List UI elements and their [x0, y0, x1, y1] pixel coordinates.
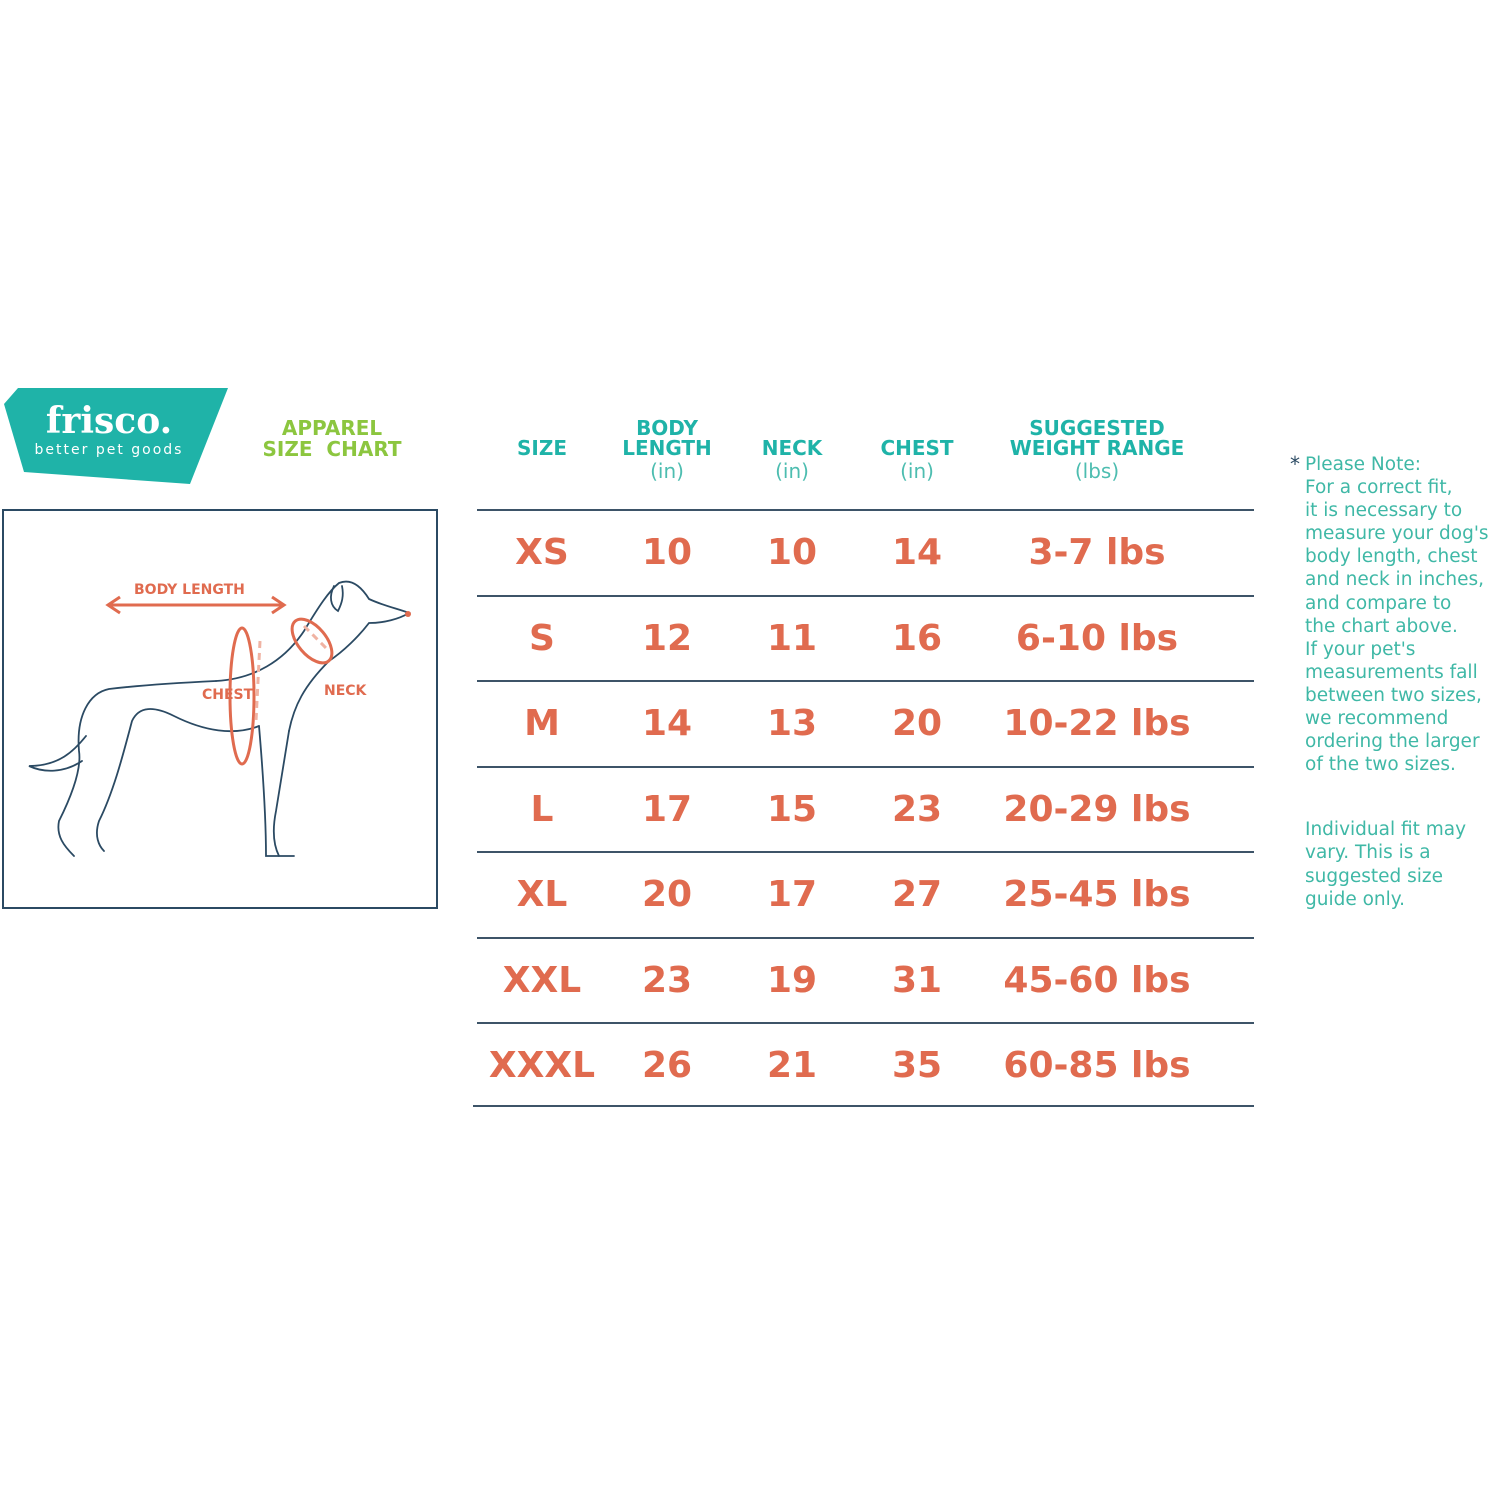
- table-cell: 60-85 lbs: [1003, 1045, 1191, 1086]
- table-row: S 12 11 16 6-10 lbs: [477, 594, 1254, 681]
- title-line-2: SIZE CHART: [262, 437, 402, 461]
- dog-measurement-diagram: BODY LENGTH CHEST NECK: [2, 509, 438, 909]
- note-paragraph-2: Individual fit may vary. This is a sugge…: [1305, 819, 1467, 910]
- table-cell: 17: [641, 788, 693, 830]
- table-cell: 12: [641, 617, 693, 659]
- table-cell: XS: [515, 532, 569, 573]
- table-cell: 15: [766, 788, 818, 830]
- table-cell: 26: [641, 1045, 693, 1086]
- table-cell: XXL: [502, 959, 582, 1001]
- table-cell: 20-29 lbs: [1003, 788, 1191, 830]
- column-header-unit: [482, 458, 602, 484]
- column-header-title: CHEST: [880, 436, 954, 460]
- table-cell: 16: [891, 617, 943, 659]
- column-header: NECK (in): [737, 415, 847, 510]
- table-cell: XL: [516, 874, 568, 915]
- note-paragraph-1: Please Note: For a correct fit, it is ne…: [1305, 454, 1489, 776]
- table-row: L 17 15 23 20-29 lbs: [477, 765, 1254, 852]
- table-cell: 20: [891, 703, 943, 744]
- table-cell: 10: [641, 532, 693, 573]
- column-header: SUGGESTED WEIGHT RANGE (lbs): [982, 415, 1212, 510]
- column-header-title: SUGGESTED WEIGHT RANGE: [1009, 416, 1185, 460]
- table-cell: 23: [641, 959, 693, 1001]
- sizing-note: * Please Note: For a correct fit, it is …: [1290, 452, 1500, 911]
- column-header-title: BODY LENGTH: [622, 416, 712, 460]
- table-cell: 11: [766, 617, 818, 659]
- table-cell: 45-60 lbs: [1003, 959, 1191, 1001]
- title-line-1: APPAREL: [281, 416, 383, 440]
- dog-illustration: [28, 580, 412, 857]
- table-row: XL 20 17 27 25-45 lbs: [477, 851, 1254, 937]
- logo-badge-shape: [4, 388, 228, 484]
- table-cell: XXXL: [488, 1045, 596, 1086]
- column-header: CHEST (in): [857, 415, 977, 510]
- logo-wordmark: frisco.: [45, 400, 173, 442]
- column-header-unit: (in): [900, 459, 934, 483]
- table-cell: 10-22 lbs: [1003, 703, 1191, 744]
- table-cell: 14: [891, 532, 943, 573]
- neck-label: NECK: [324, 683, 367, 699]
- table-row: XXXL 26 21 35 60-85 lbs: [477, 1022, 1254, 1108]
- table-cell: 31: [891, 959, 943, 1001]
- table-row: XS 10 10 14 3-7 lbs: [477, 509, 1254, 595]
- table-cell: 25-45 lbs: [1003, 874, 1191, 915]
- table-cell: S: [529, 617, 555, 659]
- table-cell: 10: [766, 532, 818, 573]
- frisco-logo: frisco. better pet goods: [4, 388, 228, 484]
- body-length-label: BODY LENGTH: [134, 582, 245, 598]
- table-cell: 14: [641, 703, 693, 744]
- table-cell: 23: [891, 788, 943, 830]
- column-header-unit: (in): [775, 459, 809, 483]
- table-cell: 21: [766, 1045, 818, 1086]
- table-cell: 20: [641, 874, 693, 915]
- column-header: SIZE: [482, 415, 602, 510]
- table-row: XXL 23 19 31 45-60 lbs: [477, 936, 1254, 1023]
- table-cell: 17: [766, 874, 818, 915]
- table-cell: 13: [766, 703, 818, 744]
- table-cell: 3-7 lbs: [1028, 532, 1166, 573]
- chest-label: CHEST: [202, 687, 254, 703]
- table-row: M 14 13 20 10-22 lbs: [477, 680, 1254, 766]
- table-cell: 35: [891, 1045, 943, 1086]
- table-cell: L: [530, 788, 554, 830]
- column-header-unit: (in): [650, 459, 684, 483]
- table-cell: M: [524, 703, 560, 744]
- asterisk: *: [1290, 452, 1300, 476]
- table-cell: 27: [891, 874, 943, 915]
- column-header-unit: (lbs): [1074, 459, 1120, 483]
- column-header-title: NECK: [761, 436, 823, 460]
- table-bottom-divider: [473, 1105, 1254, 1107]
- table-cell: 6-10 lbs: [1015, 617, 1179, 659]
- column-header: BODY LENGTH (in): [602, 415, 732, 510]
- table-cell: 19: [766, 959, 818, 1001]
- page-title: APPAREL SIZE CHART: [262, 418, 402, 460]
- column-header-title: SIZE: [516, 436, 567, 460]
- logo-tagline: better pet goods: [34, 442, 184, 458]
